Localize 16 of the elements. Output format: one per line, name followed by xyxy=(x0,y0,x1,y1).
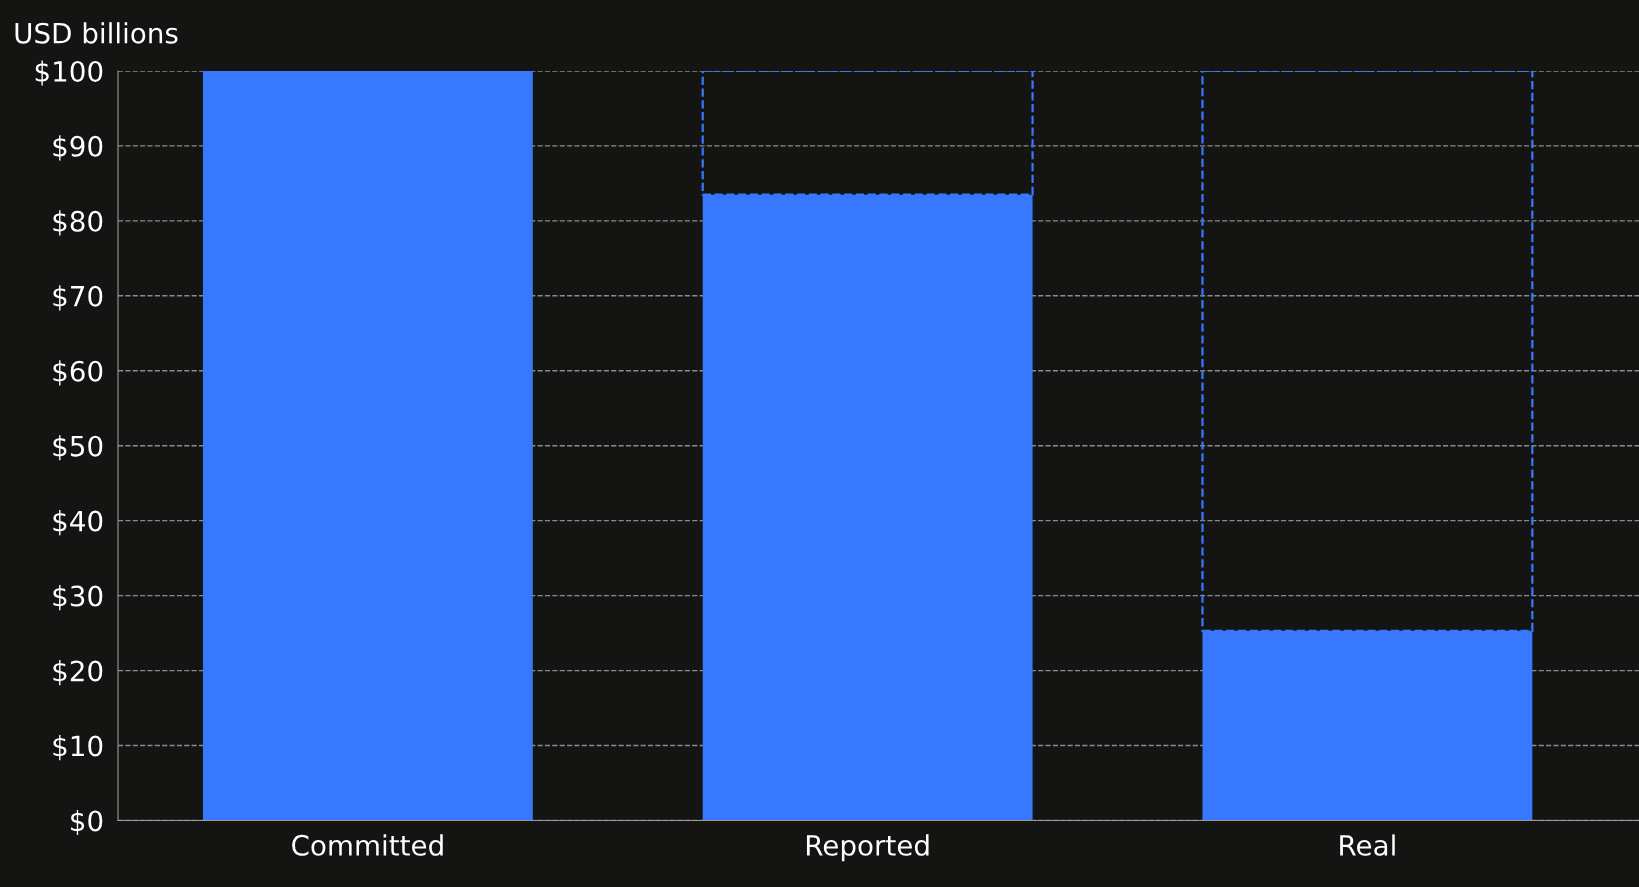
x-tick-label: Real xyxy=(1340,834,1395,856)
y-tick-label: $10 xyxy=(53,734,103,761)
y-tick-label: $90 xyxy=(53,135,103,161)
y-tick-label: $20 xyxy=(53,660,103,686)
y-tick-label: $40 xyxy=(53,510,103,536)
y-tick-label: $50 xyxy=(53,435,103,461)
y-axis-title: USD billions xyxy=(15,22,178,44)
y-tick-label: $60 xyxy=(53,360,103,386)
y-tick-label: $80 xyxy=(53,210,103,236)
y-tick-label: $30 xyxy=(53,585,103,611)
x-tick-label: Committed xyxy=(292,834,443,856)
y-tick-label: $100 xyxy=(35,60,103,86)
y-tick-label: $0 xyxy=(71,809,103,836)
y-tick-label: $70 xyxy=(53,285,103,311)
bar xyxy=(202,70,533,821)
x-tick-label: Reported xyxy=(806,834,929,862)
